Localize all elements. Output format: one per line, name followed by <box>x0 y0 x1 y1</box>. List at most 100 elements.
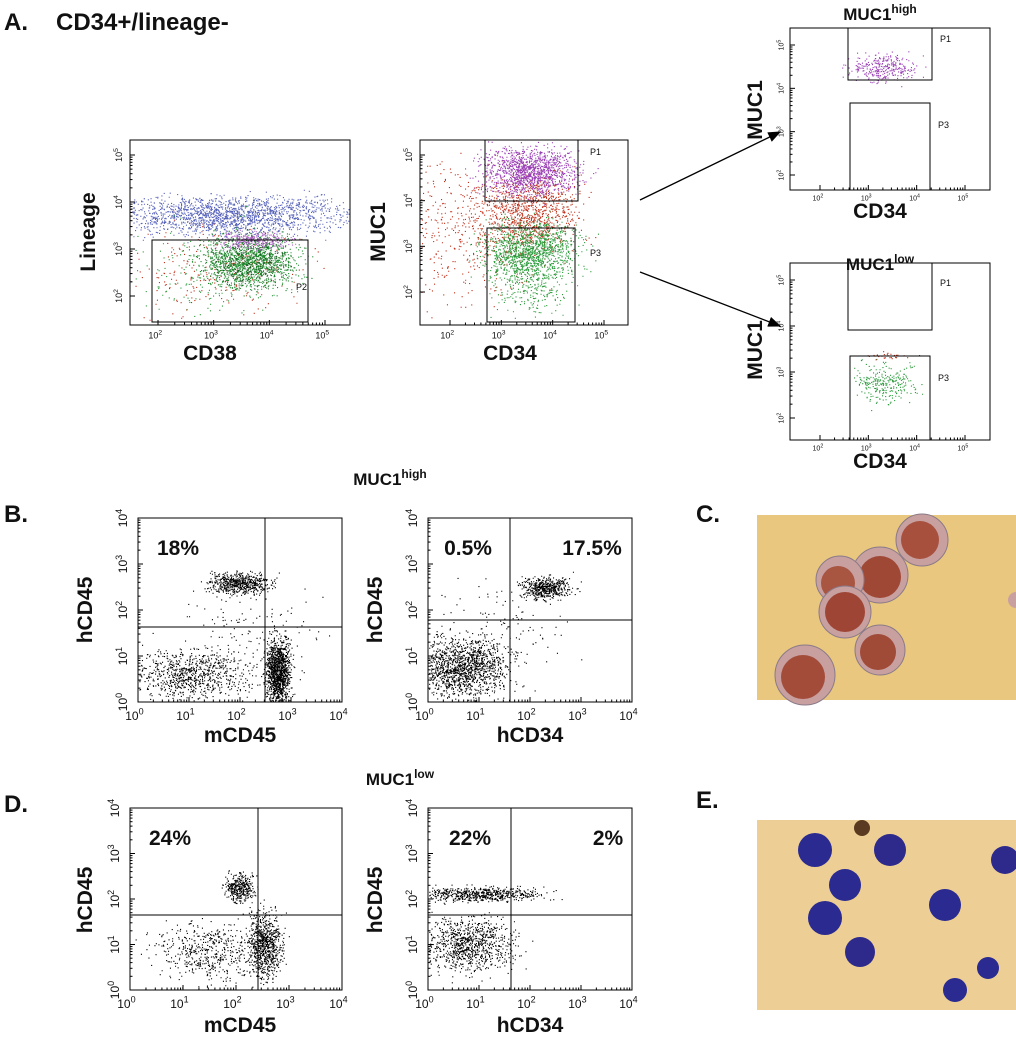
gate-label: P1 <box>940 34 951 44</box>
panel-label: A. <box>4 9 28 36</box>
y-tick-label: 103 <box>404 555 420 573</box>
x-tick-label-base: 10 <box>176 709 190 723</box>
x-tick-label-base: 10 <box>813 196 821 203</box>
y-tick-label-exp: 4 <box>106 799 116 804</box>
x-tick-label-exp: 3 <box>582 707 587 717</box>
x-tick-label-exp: 4 <box>553 329 557 336</box>
x-tick-label-base: 10 <box>125 709 139 723</box>
x-tick-label: 101 <box>176 707 194 723</box>
x-tick-label-base: 10 <box>227 709 241 723</box>
y-tick-label-exp: 3 <box>404 844 414 849</box>
y-tick-label-base: 10 <box>116 560 130 574</box>
events <box>215 229 299 255</box>
y-tick-label: 102 <box>106 890 122 908</box>
y-tick-label-exp: 0 <box>106 981 116 986</box>
x-tick-label-base: 10 <box>415 997 429 1011</box>
y-tick-label-base: 10 <box>108 940 122 954</box>
y-tick-label: 103 <box>777 367 786 378</box>
x-tick-label: 101 <box>466 707 484 723</box>
x-tick-label: 103 <box>568 707 586 723</box>
y-tick-label-exp: 3 <box>114 555 124 560</box>
x-tick-label-exp: 0 <box>131 995 136 1005</box>
x-tick-label-base: 10 <box>861 446 869 453</box>
x-tick-label: 103 <box>861 443 872 452</box>
events <box>465 141 599 208</box>
panel-title: CD34+/lineage- <box>56 9 229 36</box>
y-tick-label: 105 <box>403 148 414 162</box>
y-tick-label-base: 10 <box>779 323 786 331</box>
quadrant-percent: 22% <box>449 827 491 850</box>
x-tick-label: 100 <box>415 995 433 1011</box>
scatter-plot: 0.5% 17.5% <box>427 517 633 703</box>
gate <box>486 227 576 323</box>
x-tick-label-base: 10 <box>492 331 502 341</box>
x-tick-label: 102 <box>813 443 824 452</box>
x-tick-label: 102 <box>148 329 162 340</box>
events <box>193 570 280 601</box>
quadrant-percent: 0.5% <box>444 537 492 560</box>
x-axis-label: hCD34 <box>497 724 564 747</box>
y-tick-label-base: 10 <box>406 698 420 712</box>
gate-label: P3 <box>590 248 601 258</box>
x-tick-label-exp: 4 <box>343 995 348 1005</box>
x-tick-label-base: 10 <box>619 997 633 1011</box>
plot-title-exp: low <box>894 252 915 266</box>
y-tick-label-exp: 3 <box>777 126 783 129</box>
x-tick-label-exp: 4 <box>917 193 920 199</box>
x-tick-label-base: 10 <box>466 709 480 723</box>
y-tick-label-exp: 4 <box>113 195 120 199</box>
y-tick-label-exp: 0 <box>404 981 414 986</box>
x-tick-label-exp: 3 <box>290 995 295 1005</box>
x-tick-label: 103 <box>204 329 218 340</box>
x-tick-label-exp: 0 <box>429 995 434 1005</box>
gate <box>847 27 933 81</box>
y-tick-label: 105 <box>777 275 786 286</box>
y-tick-label-exp: 0 <box>404 693 414 698</box>
x-tick-label-base: 10 <box>813 446 821 453</box>
section-title-base: MUC1 <box>366 770 414 789</box>
arrow <box>639 131 782 201</box>
y-tick-label-exp: 4 <box>404 509 414 514</box>
panel-label: B. <box>4 501 28 528</box>
y-tick-label-base: 10 <box>406 940 420 954</box>
y-tick-label-exp: 4 <box>114 509 124 514</box>
y-tick-label: 103 <box>777 126 786 137</box>
x-tick-label-base: 10 <box>517 997 531 1011</box>
y-tick-label: 104 <box>404 799 420 817</box>
gate-label: P3 <box>938 373 949 383</box>
y-tick-label-base: 10 <box>404 198 414 208</box>
y-tick-label-base: 10 <box>114 246 124 256</box>
plot-title-base: MUC1 <box>843 5 891 24</box>
y-tick-label-base: 10 <box>116 606 130 620</box>
x-tick-label-exp: 4 <box>917 443 920 449</box>
scatter-plot: 24% <box>129 807 343 991</box>
y-tick-label: 102 <box>114 601 130 619</box>
y-axis-label: MUC1 <box>744 320 767 380</box>
events <box>261 630 296 702</box>
x-tick-label-exp: 3 <box>869 193 872 199</box>
section-title-exp: low <box>414 767 435 781</box>
x-tick-label-exp: 4 <box>270 329 274 336</box>
x-tick-label-base: 10 <box>204 331 214 341</box>
section-title-base: MUC1 <box>353 470 401 489</box>
y-tick-label-base: 10 <box>406 514 420 528</box>
x-tick-label: 102 <box>517 995 535 1011</box>
events <box>854 358 924 412</box>
x-tick-label: 104 <box>543 329 557 340</box>
y-tick-label-base: 10 <box>406 895 420 909</box>
x-tick-label: 102 <box>227 707 245 723</box>
y-tick-label-base: 10 <box>404 289 414 299</box>
x-tick-label: 103 <box>492 329 506 340</box>
x-tick-label-base: 10 <box>958 446 966 453</box>
section-title: MUC1low <box>366 767 435 789</box>
y-tick-label-base: 10 <box>108 849 122 863</box>
y-tick-label: 103 <box>113 242 124 256</box>
y-tick-label-exp: 2 <box>106 890 116 895</box>
x-tick-label-exp: 3 <box>869 443 872 449</box>
y-axis-label: hCD45 <box>74 576 97 643</box>
events <box>463 163 597 263</box>
x-tick-label-base: 10 <box>861 196 869 203</box>
y-tick-label-exp: 5 <box>777 275 783 278</box>
plot-frame <box>789 27 991 191</box>
x-tick-label-exp: 2 <box>241 707 246 717</box>
